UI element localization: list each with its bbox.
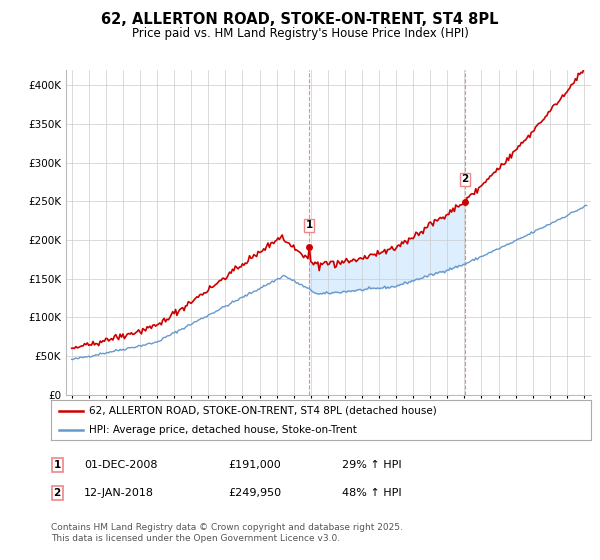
Text: 01-DEC-2008: 01-DEC-2008 — [84, 460, 157, 470]
Text: 2: 2 — [53, 488, 61, 498]
Text: HPI: Average price, detached house, Stoke-on-Trent: HPI: Average price, detached house, Stok… — [89, 425, 356, 435]
Text: Contains HM Land Registry data © Crown copyright and database right 2025.
This d: Contains HM Land Registry data © Crown c… — [51, 524, 403, 543]
Text: 2: 2 — [461, 175, 469, 184]
Text: 12-JAN-2018: 12-JAN-2018 — [84, 488, 154, 498]
Text: 62, ALLERTON ROAD, STOKE-ON-TRENT, ST4 8PL (detached house): 62, ALLERTON ROAD, STOKE-ON-TRENT, ST4 8… — [89, 406, 437, 416]
Text: 1: 1 — [53, 460, 61, 470]
Text: Price paid vs. HM Land Registry's House Price Index (HPI): Price paid vs. HM Land Registry's House … — [131, 27, 469, 40]
Text: 62, ALLERTON ROAD, STOKE-ON-TRENT, ST4 8PL: 62, ALLERTON ROAD, STOKE-ON-TRENT, ST4 8… — [101, 12, 499, 27]
Text: 1: 1 — [305, 220, 313, 230]
Text: 48% ↑ HPI: 48% ↑ HPI — [342, 488, 401, 498]
Text: £191,000: £191,000 — [228, 460, 281, 470]
Text: 29% ↑ HPI: 29% ↑ HPI — [342, 460, 401, 470]
Text: £249,950: £249,950 — [228, 488, 281, 498]
